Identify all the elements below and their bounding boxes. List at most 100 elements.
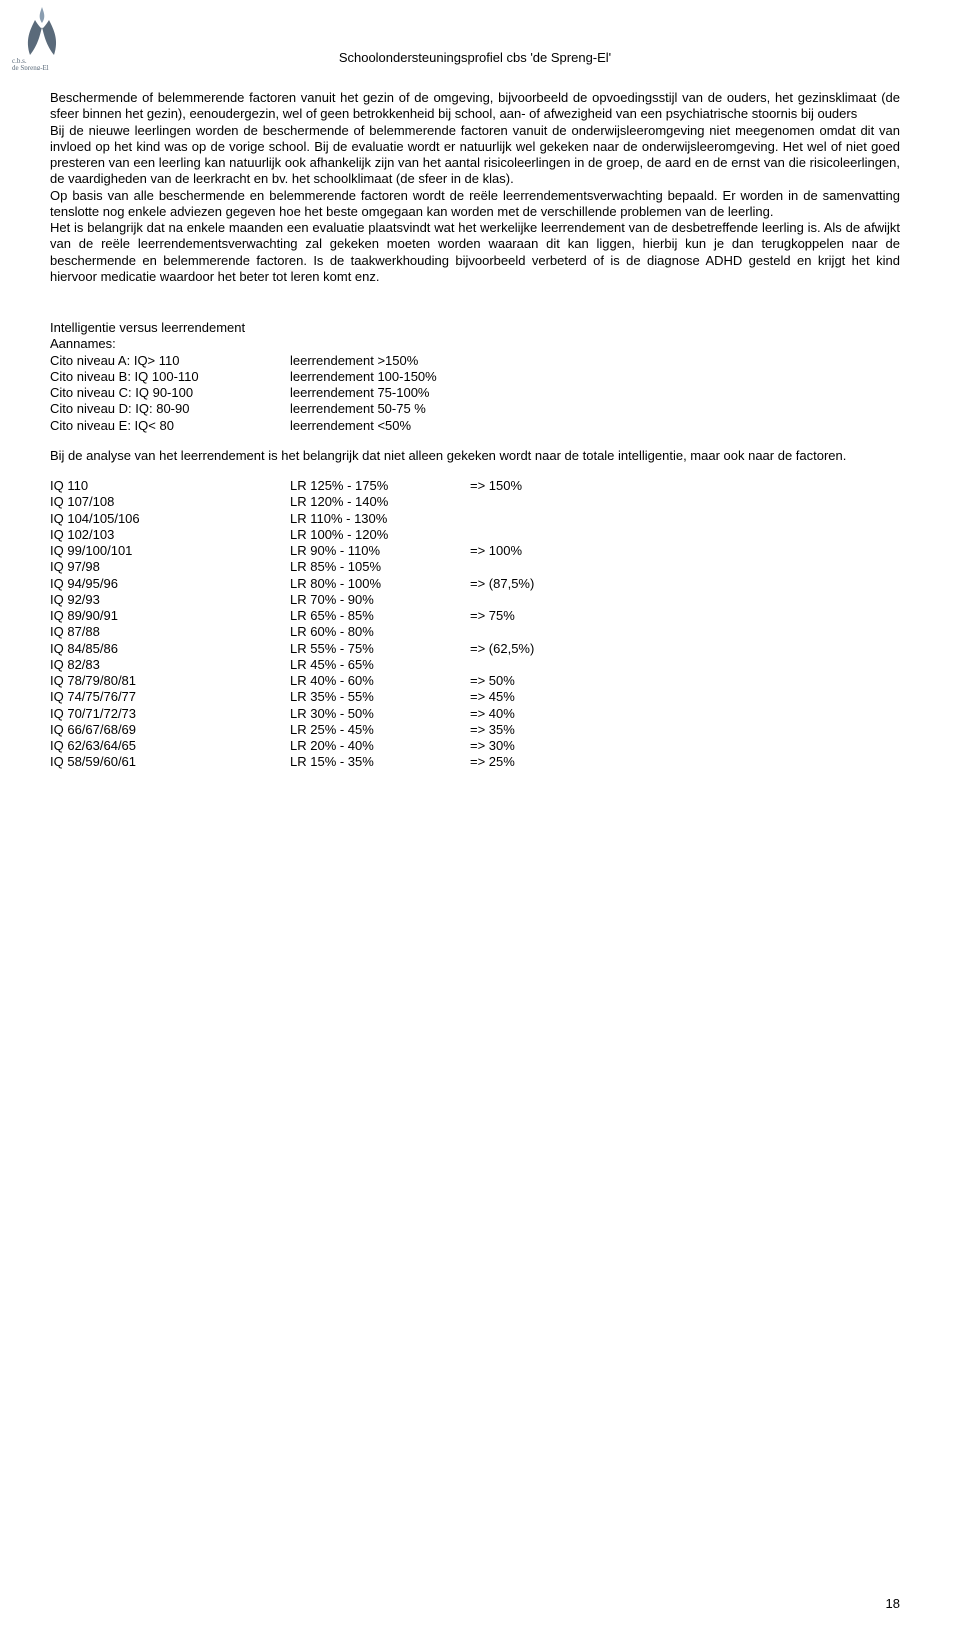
table-row: IQ 62/63/64/65LR 20% - 40%=> 30% <box>50 738 610 754</box>
table-cito-niveau: Cito niveau A: IQ> 110leerrendement >150… <box>50 353 490 434</box>
cell-iq: IQ 94/95/96 <box>50 576 290 592</box>
cell-iq: IQ 102/103 <box>50 527 290 543</box>
cell-lr-target: => 150% <box>470 478 610 494</box>
cell-iq: IQ 66/67/68/69 <box>50 722 290 738</box>
cell-lr-range: LR 90% - 110% <box>290 543 470 559</box>
table-row: IQ 89/90/91LR 65% - 85%=> 75% <box>50 608 610 624</box>
page-number: 18 <box>886 1596 900 1611</box>
cell-iq: IQ 87/88 <box>50 624 290 640</box>
cell-lr-target: => 50% <box>470 673 610 689</box>
cell-lr-range: LR 45% - 65% <box>290 657 470 673</box>
table-row: IQ 74/75/76/77LR 35% - 55%=> 45% <box>50 689 610 705</box>
table-row: IQ 99/100/101LR 90% - 110%=> 100% <box>50 543 610 559</box>
cell-lr-target: => 25% <box>470 754 610 770</box>
cell-lr-target: => 45% <box>470 689 610 705</box>
cell-lr-target <box>470 511 610 527</box>
cell-leerrendement: leerrendement 100-150% <box>290 369 490 385</box>
cell-iq: IQ 58/59/60/61 <box>50 754 290 770</box>
cell-lr-range: LR 35% - 55% <box>290 689 470 705</box>
cell-lr-range: LR 15% - 35% <box>290 754 470 770</box>
cell-lr-target: => 75% <box>470 608 610 624</box>
cell-iq: IQ 99/100/101 <box>50 543 290 559</box>
cell-lr-range: LR 120% - 140% <box>290 494 470 510</box>
cell-cito: Cito niveau C: IQ 90-100 <box>50 385 290 401</box>
table-row: IQ 70/71/72/73LR 30% - 50%=> 40% <box>50 706 610 722</box>
cell-lr-range: LR 110% - 130% <box>290 511 470 527</box>
paragraph-3: Op basis van alle beschermende en belemm… <box>50 188 900 221</box>
cell-leerrendement: leerrendement 50-75 % <box>290 401 490 417</box>
table-row: IQ 97/98LR 85% - 105% <box>50 559 610 575</box>
cell-iq: IQ 62/63/64/65 <box>50 738 290 754</box>
cell-lr-target <box>470 527 610 543</box>
cell-lr-target: => 40% <box>470 706 610 722</box>
header-title: Schoolondersteuningsprofiel cbs 'de Spre… <box>50 30 900 65</box>
cell-lr-range: LR 125% - 175% <box>290 478 470 494</box>
section-intelligentie-heading: Intelligentie versus leerrendement Aanna… <box>50 320 900 353</box>
cell-iq: IQ 104/105/106 <box>50 511 290 527</box>
table-row: Cito niveau B: IQ 100-110leerrendement 1… <box>50 369 490 385</box>
cell-lr-range: LR 100% - 120% <box>290 527 470 543</box>
cell-leerrendement: leerrendement 75-100% <box>290 385 490 401</box>
page: c.b.s. de Spreng-El Schoolondersteunings… <box>0 0 960 1631</box>
table-row: IQ 82/83LR 45% - 65% <box>50 657 610 673</box>
cell-lr-range: LR 65% - 85% <box>290 608 470 624</box>
page-header: c.b.s. de Spreng-El Schoolondersteunings… <box>50 30 900 80</box>
cell-lr-target <box>470 559 610 575</box>
table-row: IQ 110LR 125% - 175%=> 150% <box>50 478 610 494</box>
paragraph-2: Bij de nieuwe leerlingen worden de besch… <box>50 123 900 188</box>
section-title: Intelligentie versus leerrendement <box>50 320 900 336</box>
cell-cito: Cito niveau B: IQ 100-110 <box>50 369 290 385</box>
cell-lr-range: LR 85% - 105% <box>290 559 470 575</box>
table-row: IQ 94/95/96LR 80% - 100%=> (87,5%) <box>50 576 610 592</box>
cell-lr-range: LR 25% - 45% <box>290 722 470 738</box>
cell-cito: Cito niveau A: IQ> 110 <box>50 353 290 369</box>
cell-leerrendement: leerrendement >150% <box>290 353 490 369</box>
cell-lr-target: => (87,5%) <box>470 576 610 592</box>
paragraph-4: Het is belangrijk dat na enkele maanden … <box>50 220 900 285</box>
table-row: IQ 92/93LR 70% - 90% <box>50 592 610 608</box>
table-row: Cito niveau D: IQ: 80-90leerrendement 50… <box>50 401 490 417</box>
cell-lr-target <box>470 592 610 608</box>
table-row: IQ 84/85/86LR 55% - 75%=> (62,5%) <box>50 641 610 657</box>
cell-lr-range: LR 70% - 90% <box>290 592 470 608</box>
paragraph-5: Bij de analyse van het leerrendement is … <box>50 448 900 464</box>
cell-lr-range: LR 40% - 60% <box>290 673 470 689</box>
cell-lr-range: LR 80% - 100% <box>290 576 470 592</box>
table-row: IQ 104/105/106LR 110% - 130% <box>50 511 610 527</box>
cell-iq: IQ 82/83 <box>50 657 290 673</box>
cell-lr-range: LR 60% - 80% <box>290 624 470 640</box>
cell-lr-target <box>470 494 610 510</box>
cell-lr-target <box>470 624 610 640</box>
table-iq-lr: IQ 110LR 125% - 175%=> 150%IQ 107/108LR … <box>50 478 610 771</box>
cell-iq: IQ 74/75/76/77 <box>50 689 290 705</box>
table-row: IQ 58/59/60/61LR 15% - 35%=> 25% <box>50 754 610 770</box>
table-row: IQ 78/79/80/81LR 40% - 60%=> 50% <box>50 673 610 689</box>
cell-lr-target: => 100% <box>470 543 610 559</box>
cell-cito: Cito niveau D: IQ: 80-90 <box>50 401 290 417</box>
cell-lr-target: => 30% <box>470 738 610 754</box>
paragraph-1: Beschermende of belemmerende factoren va… <box>50 90 900 123</box>
cell-iq: IQ 92/93 <box>50 592 290 608</box>
cell-iq: IQ 70/71/72/73 <box>50 706 290 722</box>
cell-cito: Cito niveau E: IQ< 80 <box>50 418 290 434</box>
cell-iq: IQ 78/79/80/81 <box>50 673 290 689</box>
cell-lr-range: LR 20% - 40% <box>290 738 470 754</box>
cell-lr-range: LR 55% - 75% <box>290 641 470 657</box>
cell-lr-target: => 35% <box>470 722 610 738</box>
cell-leerrendement: leerrendement <50% <box>290 418 490 434</box>
cell-iq: IQ 107/108 <box>50 494 290 510</box>
table-row: Cito niveau E: IQ< 80leerrendement <50% <box>50 418 490 434</box>
table-row: IQ 66/67/68/69LR 25% - 45%=> 35% <box>50 722 610 738</box>
table-row: Cito niveau C: IQ 90-100leerrendement 75… <box>50 385 490 401</box>
school-logo: c.b.s. de Spreng-El <box>10 5 75 70</box>
table-row: Cito niveau A: IQ> 110leerrendement >150… <box>50 353 490 369</box>
cell-iq: IQ 84/85/86 <box>50 641 290 657</box>
table-row: IQ 87/88LR 60% - 80% <box>50 624 610 640</box>
cell-iq: IQ 89/90/91 <box>50 608 290 624</box>
table-row: IQ 102/103LR 100% - 120% <box>50 527 610 543</box>
table-row: IQ 107/108LR 120% - 140% <box>50 494 610 510</box>
cell-lr-range: LR 30% - 50% <box>290 706 470 722</box>
svg-text:de Spreng-El: de Spreng-El <box>12 64 49 70</box>
cell-lr-target <box>470 657 610 673</box>
cell-lr-target: => (62,5%) <box>470 641 610 657</box>
